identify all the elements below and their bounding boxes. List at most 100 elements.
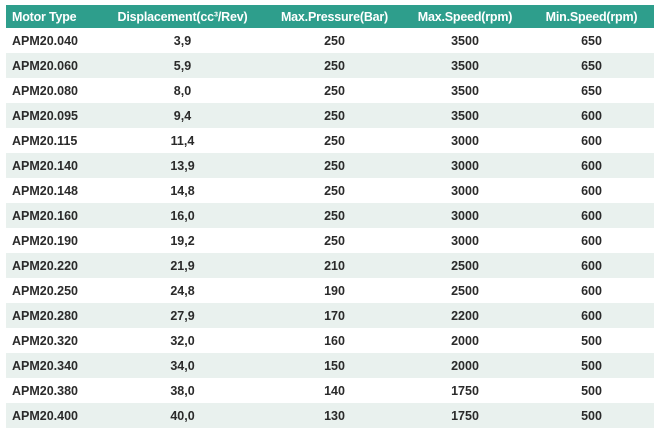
cell-motor-type: APM20.400	[12, 408, 79, 423]
cell-displacement: 24,8	[170, 283, 195, 298]
cell-max-pressure: 250	[324, 233, 345, 248]
cell-motor-type: APM20.095	[12, 108, 79, 123]
cell-motor-type: APM20.190	[12, 233, 79, 248]
table-row: APM20.095 9,4 250 3500 600	[6, 103, 654, 128]
cell-motor-type: APM20.160	[12, 208, 79, 223]
cell-motor-type: APM20.220	[12, 258, 79, 273]
cell-min-speed: 500	[581, 333, 602, 348]
cell-max-pressure: 250	[324, 183, 345, 198]
table-body: APM20.040 3,9 250 3500 650 APM20.060 5,9 250 350…	[6, 28, 654, 428]
cell-max-pressure: 130	[324, 408, 345, 423]
cell-displacement: 3,9	[173, 33, 192, 48]
cell-max-speed: 2200	[451, 308, 479, 323]
cell-max-pressure: 250	[324, 133, 345, 148]
cell-motor-type: APM20.040	[12, 33, 79, 48]
table-row: APM20.340 34,0 150 2000 500	[6, 353, 654, 378]
cell-min-speed: 600	[581, 183, 602, 198]
cell-displacement: 11,4	[170, 133, 195, 148]
table-row: APM20.040 3,9 250 3500 650	[6, 28, 654, 53]
table-row: APM20.060 5,9 250 3500 650	[6, 53, 654, 78]
cell-motor-type: APM20.080	[12, 83, 79, 98]
cell-min-speed: 650	[581, 58, 602, 73]
cell-min-speed: 500	[581, 383, 602, 398]
cell-motor-type: APM20.140	[12, 158, 79, 173]
cell-max-pressure: 140	[324, 383, 345, 398]
cell-min-speed: 600	[581, 108, 602, 123]
table-row: APM20.115 11,4 250 3000 600	[6, 128, 654, 153]
header-displacement: Displacement(cc³/Rev)	[117, 9, 248, 24]
header-min-speed: Min.Speed(rpm)	[545, 9, 638, 24]
cell-displacement: 16,0	[170, 208, 195, 223]
cell-motor-type: APM20.380	[12, 383, 79, 398]
cell-max-speed: 2000	[451, 333, 479, 348]
cell-motor-type: APM20.250	[12, 283, 79, 298]
cell-motor-type: APM20.340	[12, 358, 79, 373]
cell-displacement: 34,0	[170, 358, 195, 373]
cell-max-speed: 1750	[451, 408, 479, 423]
header-max-speed: Max.Speed(rpm)	[417, 9, 513, 24]
cell-displacement: 5,9	[173, 58, 192, 73]
cell-max-speed: 3500	[451, 58, 479, 73]
cell-max-speed: 2500	[451, 258, 479, 273]
cell-max-pressure: 250	[324, 158, 345, 173]
table-row: APM20.250 24,8 190 2500 600	[6, 278, 654, 303]
cell-displacement: 27,9	[170, 308, 195, 323]
cell-max-pressure: 250	[324, 33, 345, 48]
cell-max-speed: 2000	[451, 358, 479, 373]
motor-spec-table: Motor Type Displacement(cc³/Rev) Max.Pre…	[6, 5, 654, 428]
header-max-pressure: Max.Pressure(Bar)	[280, 9, 389, 24]
cell-min-speed: 600	[581, 133, 602, 148]
cell-max-pressure: 250	[324, 108, 345, 123]
cell-min-speed: 600	[581, 233, 602, 248]
cell-max-speed: 3000	[451, 158, 479, 173]
cell-max-pressure: 150	[324, 358, 345, 373]
cell-max-pressure: 210	[324, 258, 345, 273]
table-row: APM20.320 32,0 160 2000 500	[6, 328, 654, 353]
cell-motor-type: APM20.115	[12, 133, 78, 148]
cell-displacement: 38,0	[170, 383, 195, 398]
cell-max-speed: 3000	[451, 233, 479, 248]
cell-max-speed: 3500	[451, 33, 479, 48]
cell-max-speed: 3500	[451, 108, 479, 123]
cell-displacement: 14,8	[170, 183, 195, 198]
cell-displacement: 13,9	[170, 158, 195, 173]
cell-min-speed: 650	[581, 33, 602, 48]
cell-min-speed: 600	[581, 158, 602, 173]
cell-max-speed: 1750	[451, 383, 479, 398]
cell-min-speed: 500	[581, 408, 602, 423]
table-row: APM20.220 21,9 210 2500 600	[6, 253, 654, 278]
cell-min-speed: 500	[581, 358, 602, 373]
cell-max-speed: 3000	[451, 183, 479, 198]
cell-min-speed: 600	[581, 208, 602, 223]
cell-max-pressure: 190	[324, 283, 345, 298]
table-row: APM20.400 40,0 130 1750 500	[6, 403, 654, 428]
table-row: APM20.140 13,9 250 3000 600	[6, 153, 654, 178]
table-row: APM20.380 38,0 140 1750 500	[6, 378, 654, 403]
cell-min-speed: 600	[581, 308, 602, 323]
cell-motor-type: APM20.320	[12, 333, 79, 348]
cell-displacement: 8,0	[173, 83, 192, 98]
cell-motor-type: APM20.060	[12, 58, 79, 73]
table-row: APM20.190 19,2 250 3000 600	[6, 228, 654, 253]
cell-min-speed: 600	[581, 283, 602, 298]
table-row: APM20.280 27,9 170 2200 600	[6, 303, 654, 328]
table-row: APM20.080 8,0 250 3500 650	[6, 78, 654, 103]
cell-displacement: 32,0	[170, 333, 195, 348]
cell-min-speed: 600	[581, 258, 602, 273]
table-header: Motor Type Displacement(cc³/Rev) Max.Pre…	[6, 5, 654, 28]
cell-motor-type: APM20.280	[12, 308, 79, 323]
cell-displacement: 9,4	[173, 108, 192, 123]
cell-max-pressure: 160	[324, 333, 345, 348]
cell-min-speed: 650	[581, 83, 602, 98]
cell-max-pressure: 250	[324, 58, 345, 73]
cell-max-speed: 3000	[451, 208, 479, 223]
table-row: APM20.148 14,8 250 3000 600	[6, 178, 654, 203]
cell-max-pressure: 250	[324, 208, 345, 223]
cell-max-speed: 3000	[451, 133, 479, 148]
cell-displacement: 19,2	[170, 233, 195, 248]
header-motor-type: Motor Type	[12, 9, 77, 24]
header-row: Motor Type Displacement(cc³/Rev) Max.Pre…	[6, 5, 654, 28]
cell-max-speed: 2500	[451, 283, 479, 298]
cell-displacement: 21,9	[170, 258, 195, 273]
cell-max-pressure: 170	[324, 308, 345, 323]
